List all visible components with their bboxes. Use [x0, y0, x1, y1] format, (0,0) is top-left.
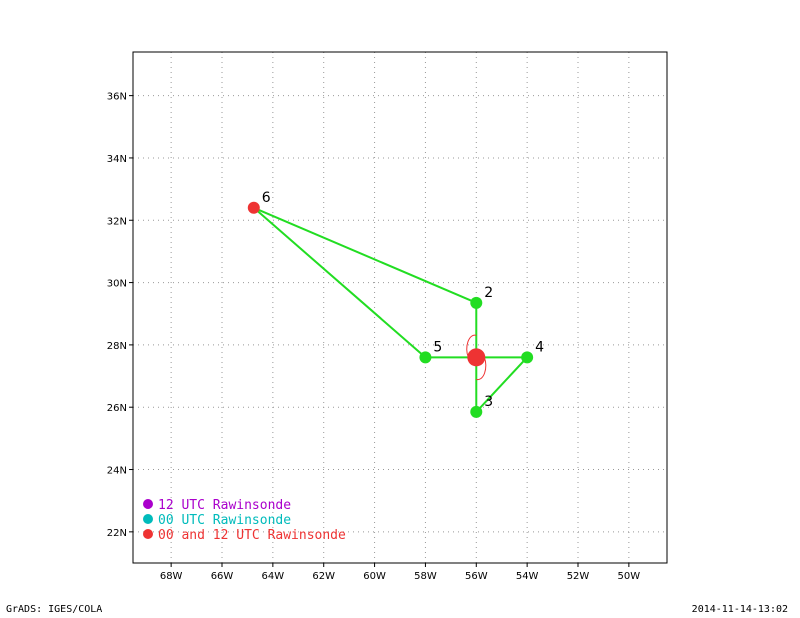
- legend-label: 12 UTC Rawinsonde: [158, 498, 291, 513]
- station-point: [247, 201, 260, 214]
- x-tick-label: 66W: [211, 571, 234, 582]
- station-point: [521, 351, 534, 364]
- y-tick-label: 30N: [107, 279, 127, 290]
- connection-line: [253, 206, 477, 304]
- legend-marker: [143, 514, 153, 524]
- storm-symbol-arm-bottom: [476, 357, 487, 381]
- y-tick-label: 32N: [107, 216, 127, 227]
- x-tick-label: 64W: [262, 571, 285, 582]
- station-point: [470, 296, 483, 309]
- station-label: 4: [535, 339, 544, 355]
- y-tick-label: 26N: [107, 403, 127, 414]
- legend-label: 00 UTC Rawinsonde: [158, 513, 291, 528]
- axes: 68W 66W 64W 62W 60W 58W 56W 54W 52W 50W 22N 24N 26N 2…: [107, 51, 668, 582]
- station-label: 6: [262, 190, 271, 206]
- x-tick-label: 56W: [465, 571, 488, 582]
- footer-credit: GrADS: IGES/COLA: [6, 604, 103, 615]
- y-tick-label: 36N: [107, 92, 127, 103]
- storm-symbol-arm-top: [466, 334, 477, 358]
- legend-label: 00 and 12 UTC Rawinsonde: [158, 528, 346, 543]
- station-label: 3: [484, 394, 493, 410]
- x-tick-label: 52W: [567, 571, 590, 582]
- x-tick-label: 54W: [516, 571, 539, 582]
- x-tick-label: 68W: [160, 571, 183, 582]
- x-tick-label: 62W: [312, 571, 335, 582]
- y-tick-label: 34N: [107, 154, 127, 165]
- station-point: [470, 405, 483, 418]
- connection-lines: [253, 206, 528, 413]
- y-tick-label: 28N: [107, 341, 127, 352]
- station-point: [419, 351, 432, 364]
- y-tick-label: 24N: [107, 466, 127, 477]
- legend-marker: [143, 499, 153, 509]
- legend-marker: [143, 529, 153, 539]
- station-label: 2: [484, 285, 493, 301]
- plot-frame: [132, 51, 668, 564]
- connection-line: [475, 356, 528, 413]
- connection-line: [253, 207, 427, 359]
- x-tick-label: 50W: [618, 571, 641, 582]
- footer-timestamp: 2014-11-14-13:02: [691, 604, 788, 615]
- y-tick-label: 22N: [107, 528, 127, 539]
- grid-lines: [133, 52, 667, 563]
- x-tick-label: 58W: [414, 571, 437, 582]
- center-symbol: [466, 334, 487, 381]
- storm-center-marker: [467, 348, 486, 367]
- station-points: 2 3 4 5 6: [247, 190, 544, 418]
- station-label: 5: [433, 339, 442, 355]
- x-tick-label: 60W: [363, 571, 386, 582]
